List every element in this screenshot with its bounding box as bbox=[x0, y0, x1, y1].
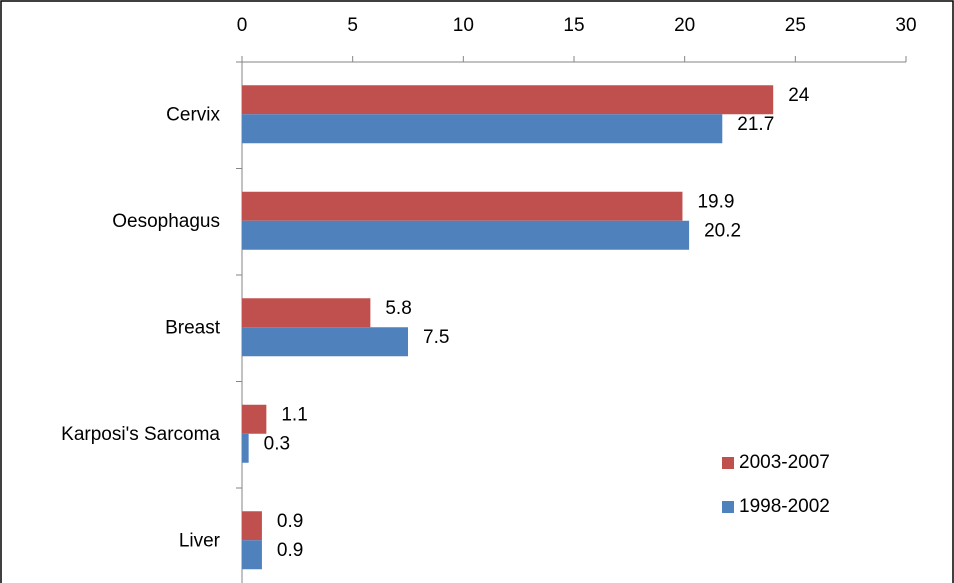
bar bbox=[242, 85, 774, 115]
data-label: 20.2 bbox=[704, 220, 741, 241]
bar bbox=[242, 511, 262, 541]
bar bbox=[242, 327, 408, 357]
y-tick-label: Cervix bbox=[166, 104, 220, 125]
bar bbox=[242, 540, 262, 570]
x-tick-label: 30 bbox=[895, 15, 916, 36]
x-tick-label: 20 bbox=[674, 15, 695, 36]
y-tick-label: Oesophagus bbox=[112, 211, 220, 232]
legend-label: 2003-2007 bbox=[739, 452, 830, 473]
bar bbox=[242, 433, 249, 463]
y-tick-label: Breast bbox=[165, 317, 221, 338]
data-label: 24 bbox=[788, 85, 810, 106]
bar bbox=[242, 114, 723, 144]
x-tick-label: 0 bbox=[237, 15, 248, 36]
x-tick-label: 15 bbox=[563, 15, 584, 36]
data-label: 7.5 bbox=[423, 327, 449, 348]
legend-swatch bbox=[722, 457, 734, 469]
data-label: 1.1 bbox=[281, 404, 307, 425]
bar bbox=[242, 220, 690, 250]
legend-swatch bbox=[722, 501, 734, 513]
x-tick-label: 10 bbox=[453, 15, 474, 36]
data-label: 0.9 bbox=[277, 511, 303, 532]
bar bbox=[242, 191, 683, 221]
y-tick-label: Karposi's Sarcoma bbox=[61, 424, 220, 445]
data-label: 0.3 bbox=[264, 433, 290, 454]
x-tick-label: 25 bbox=[785, 15, 806, 36]
x-tick-label: 5 bbox=[347, 15, 358, 36]
legend-label: 1998-2002 bbox=[739, 496, 830, 517]
data-label: 21.7 bbox=[737, 114, 774, 135]
bar bbox=[242, 404, 267, 434]
data-label: 5.8 bbox=[385, 298, 411, 319]
data-label: 19.9 bbox=[697, 191, 734, 212]
y-tick-label: Liver bbox=[179, 530, 221, 551]
data-label: 0.9 bbox=[277, 540, 303, 561]
bar bbox=[242, 298, 371, 328]
